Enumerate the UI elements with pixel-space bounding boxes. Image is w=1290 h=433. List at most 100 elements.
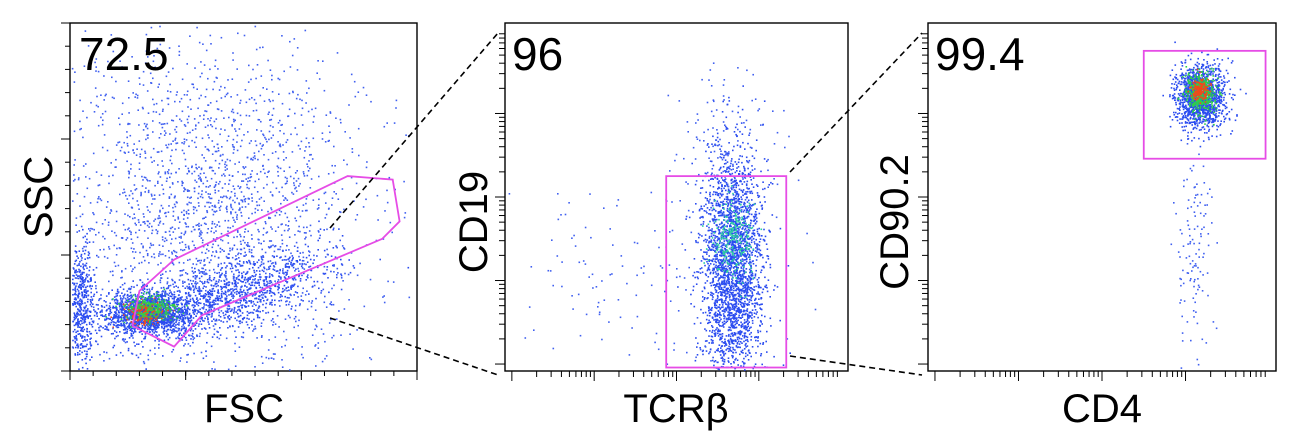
event-dot [187, 307, 190, 310]
event-dot [171, 332, 173, 334]
event-dot [269, 124, 272, 127]
event-dot [288, 166, 291, 169]
event-dot [192, 280, 195, 282]
event-dot [128, 324, 131, 326]
event-dot [145, 33, 148, 36]
event-dot [152, 98, 154, 101]
event-dot [77, 300, 79, 303]
event-dot [176, 301, 179, 303]
event-dot [153, 320, 155, 322]
event-dot [122, 320, 125, 322]
event-dot [140, 330, 143, 333]
event-dot [155, 328, 157, 330]
event-dot [201, 319, 204, 322]
event-dot [235, 301, 237, 304]
event-dot [214, 65, 216, 67]
event-dot [112, 298, 114, 300]
event-dot [224, 169, 227, 171]
event-dot [82, 285, 84, 288]
event-dot [72, 304, 74, 306]
event-dot [92, 321, 95, 324]
event-dot [79, 306, 82, 309]
event-dot [292, 262, 295, 265]
event-dot [100, 325, 102, 328]
event-dot [126, 318, 129, 321]
event-dot [163, 300, 166, 302]
event-dot [218, 271, 220, 274]
event-dot [150, 316, 153, 318]
event-dot [146, 305, 149, 308]
event-dot [137, 318, 139, 321]
event-dot [103, 300, 106, 302]
event-dot [79, 285, 81, 287]
event-dot [79, 205, 81, 207]
event-dot [138, 331, 141, 334]
event-dot [107, 201, 109, 203]
event-dot [119, 60, 121, 62]
event-dot [110, 34, 113, 36]
event-dot [132, 332, 135, 335]
event-dot [256, 309, 259, 311]
event-dot [252, 110, 255, 112]
event-dot [337, 272, 339, 274]
event-dot [128, 97, 130, 99]
event-dot [210, 345, 213, 348]
event-dot [204, 293, 207, 295]
event-dot [73, 318, 76, 321]
event-dot [182, 320, 185, 322]
event-dot [162, 286, 165, 289]
event-dot [211, 125, 214, 128]
event-dot [260, 290, 263, 293]
event-dot [169, 323, 172, 325]
event-dot [155, 334, 157, 336]
event-dot [126, 290, 129, 292]
event-dot [156, 320, 158, 322]
event-dot [147, 303, 149, 305]
event-dot [348, 259, 350, 261]
event-dot [95, 58, 98, 60]
event-dot [113, 97, 115, 100]
event-dot [234, 258, 237, 261]
event-dot [79, 350, 81, 352]
event-dot [102, 119, 104, 122]
event-dot [339, 211, 341, 213]
event-dot [233, 146, 235, 148]
event-dot [254, 25, 257, 28]
event-dot [217, 265, 219, 268]
event-dot [143, 306, 146, 308]
event-dot [326, 266, 329, 268]
event-dot [133, 305, 136, 308]
event-dot [167, 286, 170, 289]
event-dot [312, 121, 315, 123]
event-dot [214, 283, 217, 286]
event-dot [183, 233, 185, 236]
event-dot [84, 249, 87, 252]
event-dot [203, 114, 205, 117]
event-dot [302, 226, 305, 229]
event-dot [142, 245, 144, 248]
event-dot [78, 321, 80, 323]
event-dot [163, 339, 166, 342]
event-dot [261, 335, 263, 337]
event-dot [194, 275, 197, 277]
event-dot [269, 246, 272, 248]
event-dot [142, 179, 144, 181]
event-dot [179, 118, 181, 121]
event-dot [202, 282, 204, 285]
event-dot [86, 334, 89, 336]
event-dot [269, 260, 272, 262]
event-dot [218, 89, 221, 91]
event-dot [146, 330, 149, 333]
event-dot [180, 308, 182, 310]
event-dot [237, 306, 239, 308]
event-dot [160, 294, 162, 297]
event-dot [242, 291, 244, 293]
event-dot [114, 311, 116, 313]
event-dot [150, 294, 153, 297]
event-dot [116, 300, 119, 302]
event-dot [271, 304, 273, 306]
event-dot [126, 237, 129, 239]
event-dot [75, 346, 77, 349]
event-dot [274, 230, 277, 232]
event-dot [303, 263, 306, 265]
